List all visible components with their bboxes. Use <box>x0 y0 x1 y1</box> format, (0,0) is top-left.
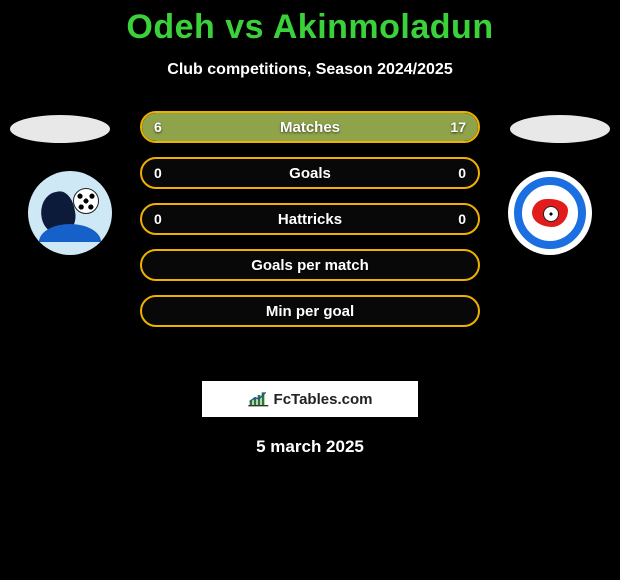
stat-label: Goals <box>289 165 331 182</box>
brand-badge: FcTables.com <box>202 381 418 417</box>
stat-value-left: 6 <box>154 119 162 135</box>
stat-row: 6 17 Matches <box>140 111 480 143</box>
stat-value-right: 0 <box>458 165 466 181</box>
dolphin-icon <box>35 178 105 248</box>
stat-row: 0 0 Hattricks <box>140 203 480 235</box>
stat-row: Goals per match <box>140 249 480 281</box>
stat-value-left: 0 <box>154 165 162 181</box>
chart-icon <box>248 391 270 407</box>
date-text: 5 march 2025 <box>0 437 620 457</box>
club-logo-left <box>28 171 112 255</box>
club-logo-right <box>508 171 592 255</box>
stat-value-right: 0 <box>458 211 466 227</box>
player-photo-placeholder-left <box>10 115 110 143</box>
player-photo-placeholder-right <box>510 115 610 143</box>
brand-text: FcTables.com <box>274 391 373 408</box>
stat-row: Min per goal <box>140 295 480 327</box>
page-title: Odeh vs Akinmoladun <box>0 0 620 47</box>
stat-fill-right <box>229 113 478 141</box>
stats-list: 6 17 Matches 0 0 Goals 0 0 Hattricks Goals per ma… <box>140 111 480 341</box>
stat-label: Hattricks <box>278 211 342 228</box>
stat-label: Matches <box>280 119 340 136</box>
stat-value-right: 17 <box>450 119 466 135</box>
stat-value-left: 0 <box>154 211 162 227</box>
stat-label: Goals per match <box>251 257 369 274</box>
comparison-panel: 6 17 Matches 0 0 Goals 0 0 Hattricks Goals per ma… <box>0 111 620 371</box>
stat-row: 0 0 Goals <box>140 157 480 189</box>
subtitle: Club competitions, Season 2024/2025 <box>0 61 620 79</box>
tornadoes-icon <box>514 177 586 249</box>
stat-label: Min per goal <box>266 303 354 320</box>
